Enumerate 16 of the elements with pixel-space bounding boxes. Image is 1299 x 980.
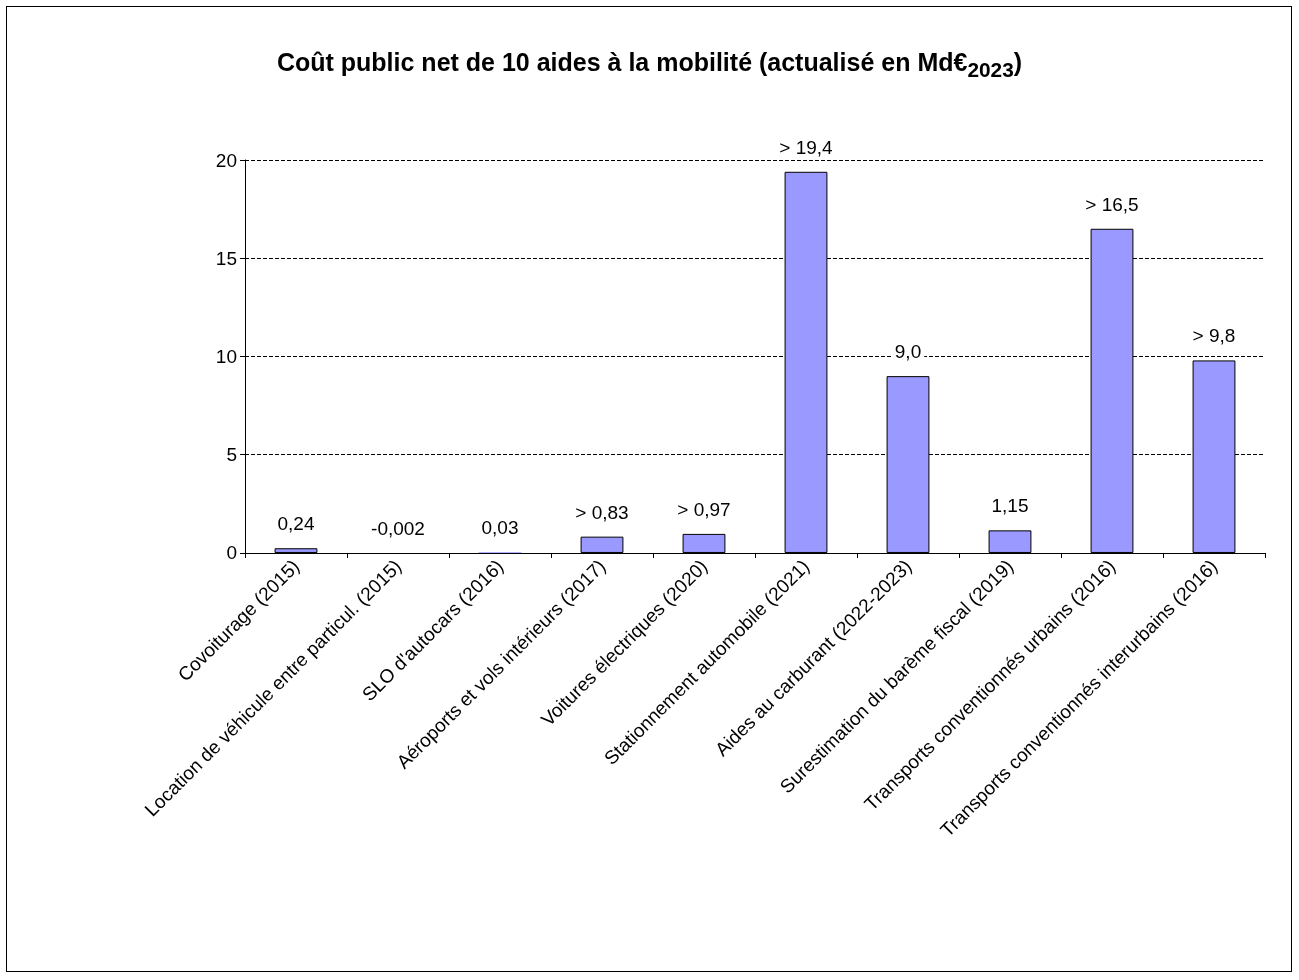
y-tick-label: 10 bbox=[215, 345, 237, 367]
data-label: > 19,4 bbox=[779, 136, 834, 158]
data-label: 0,03 bbox=[481, 517, 519, 539]
y-tick-label: 0 bbox=[226, 542, 237, 564]
chart-title: Coût public net de 10 aides à la mobilité (actualisé en Md€$_{2023}$) bbox=[275, 48, 1024, 82]
y-tick-label: 20 bbox=[215, 149, 237, 171]
data-label: > 16,5 bbox=[1085, 193, 1139, 215]
data-label: > 0,97 bbox=[677, 498, 731, 520]
data-label: 1,15 bbox=[991, 495, 1029, 517]
y-tick-label: 5 bbox=[226, 444, 237, 466]
data-label: -0,002 bbox=[371, 517, 425, 539]
data-label: > 0,83 bbox=[575, 501, 629, 523]
y-tick-label: 15 bbox=[215, 247, 237, 269]
data-label: > 9,8 bbox=[1192, 325, 1236, 347]
data-label: 0,24 bbox=[277, 513, 315, 535]
data-label: 9,0 bbox=[894, 341, 922, 363]
